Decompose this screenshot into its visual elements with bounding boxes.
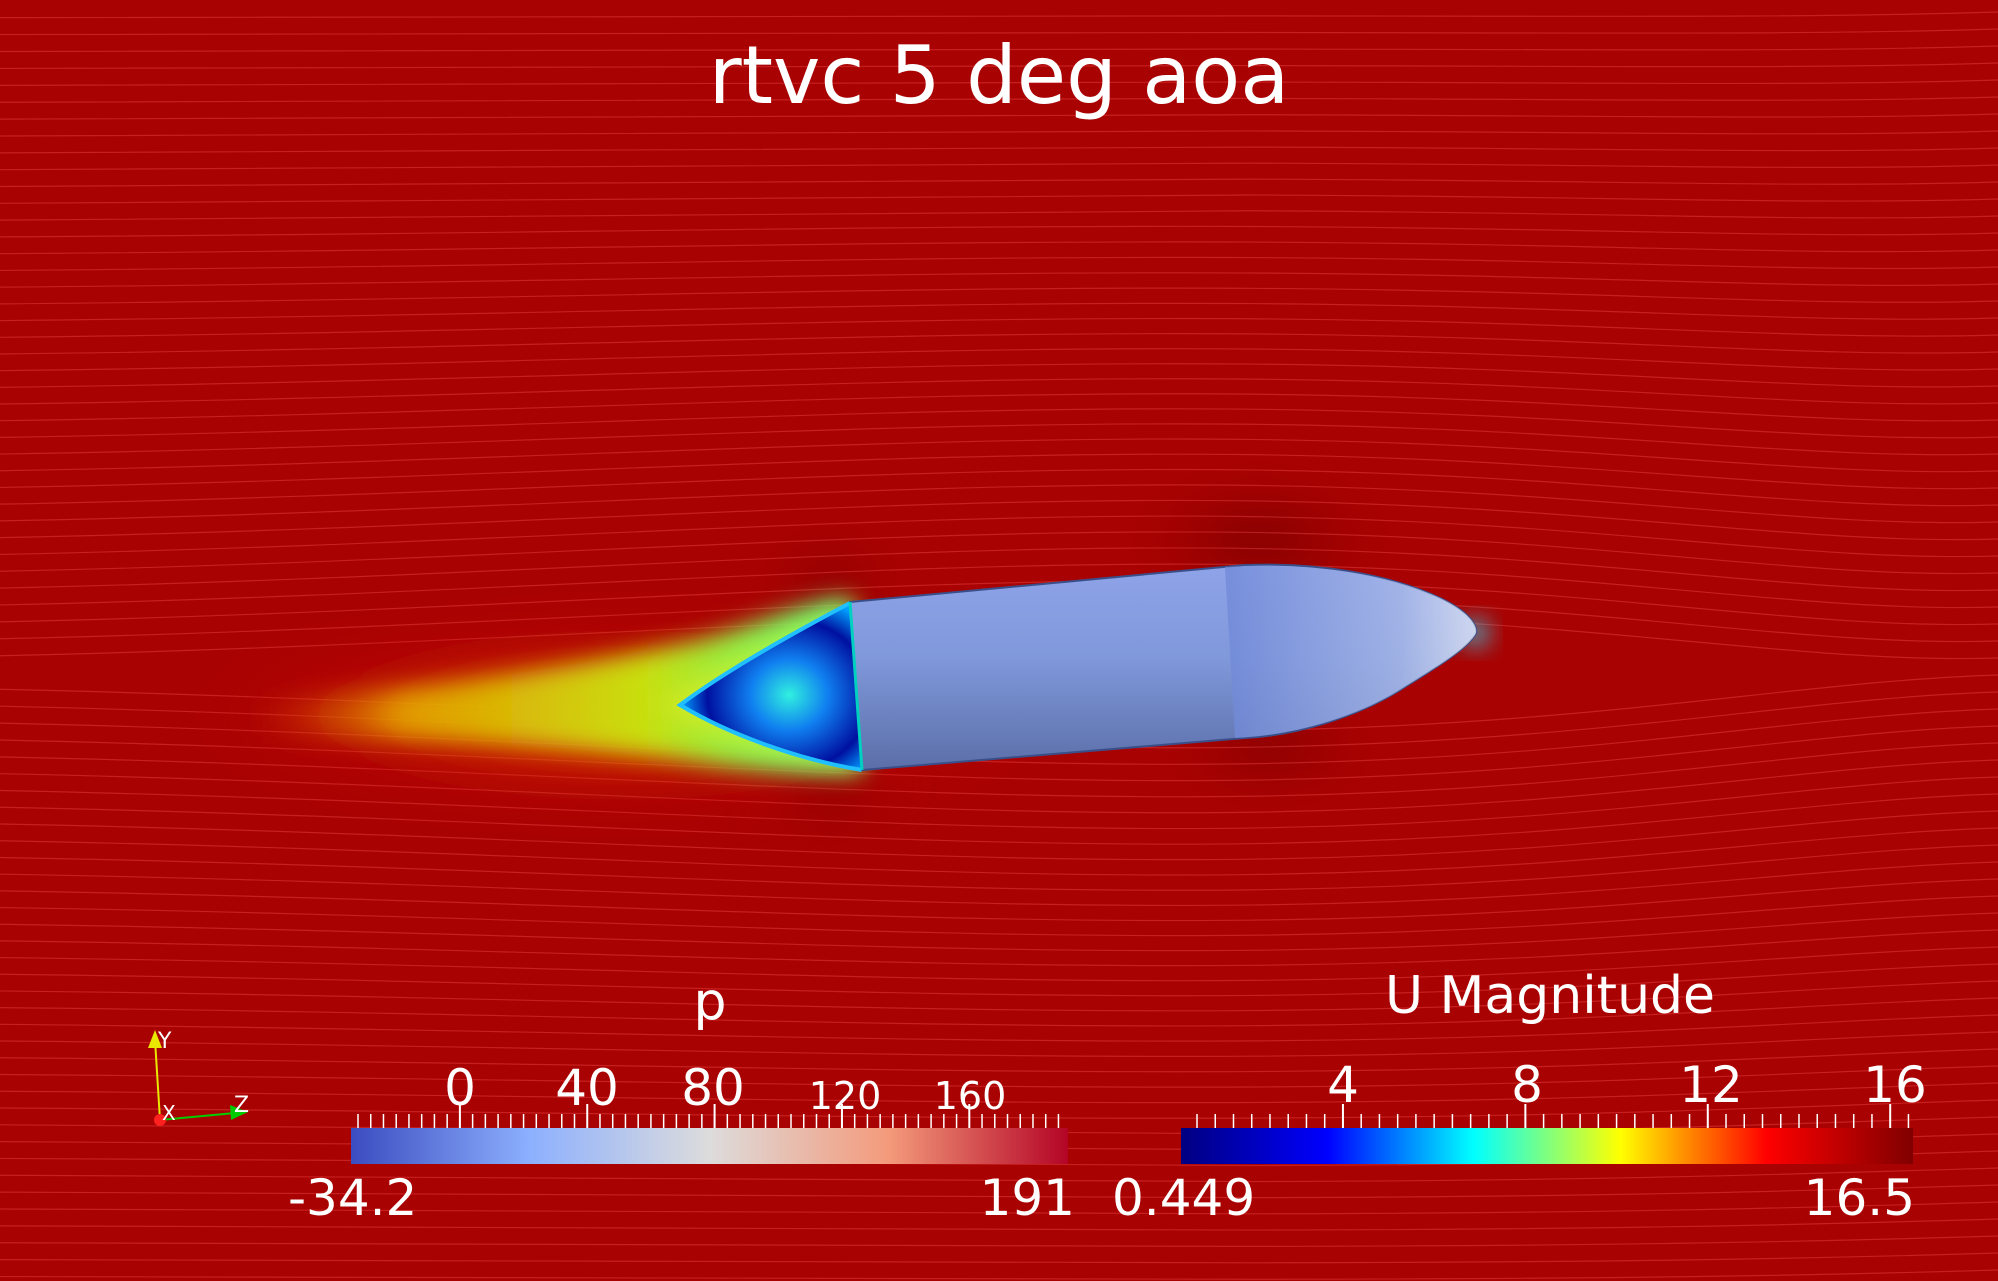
velocity-tick-label-12: 12 bbox=[1679, 1056, 1743, 1114]
streamline bbox=[0, 423, 1998, 456]
vehicle-body bbox=[848, 563, 1478, 772]
streamline bbox=[0, 776, 1998, 830]
streamline bbox=[0, 499, 1998, 541]
streamline bbox=[0, 1269, 1998, 1280]
pressure-tick-label-0: 0 bbox=[444, 1059, 476, 1117]
y-axis-arrow bbox=[148, 1030, 162, 1048]
pressure-colorbar bbox=[351, 1104, 1068, 1164]
pressure-tick-label-40: 40 bbox=[555, 1059, 619, 1117]
streamline bbox=[0, 963, 1998, 997]
streamline bbox=[0, 946, 1998, 982]
x-axis-label: X bbox=[162, 1101, 176, 1125]
streamline bbox=[0, 1235, 1998, 1248]
streamline bbox=[0, 256, 1998, 272]
streamline bbox=[0, 1082, 1998, 1104]
plot-title: rtvc 5 deg aoa bbox=[708, 29, 1290, 122]
z-axis-arrow bbox=[230, 1105, 248, 1120]
velocity-colorbar-title: U Magnitude bbox=[1384, 966, 1716, 1026]
streamline bbox=[0, 468, 1998, 507]
streamline bbox=[0, 563, 1998, 609]
streamline bbox=[0, 28, 1998, 36]
streamline bbox=[0, 45, 1998, 53]
velocity-tick-label-4: 4 bbox=[1327, 1056, 1359, 1114]
streamline bbox=[0, 393, 1998, 422]
streamline bbox=[0, 146, 1998, 154]
streamline bbox=[0, 162, 1998, 171]
velocity-max-label: 16.5 bbox=[1803, 1169, 1915, 1227]
streamline bbox=[0, 912, 1998, 952]
streamline bbox=[0, 333, 1998, 355]
streamline bbox=[0, 547, 1998, 592]
streamline bbox=[0, 793, 1998, 845]
streamline bbox=[0, 1014, 1998, 1042]
streamline bbox=[0, 11, 1998, 19]
recirculation-edge bbox=[676, 601, 863, 772]
streamline bbox=[0, 453, 1998, 490]
streamline bbox=[0, 96, 1998, 103]
z-axis-line bbox=[159, 1112, 236, 1121]
velocity-min-label: 0.449 bbox=[1112, 1169, 1256, 1227]
streamline bbox=[0, 1099, 1998, 1119]
streamline bbox=[0, 317, 1998, 338]
z-axis-label: Z bbox=[234, 1093, 249, 1118]
streamline bbox=[0, 861, 1998, 907]
streamline bbox=[0, 62, 1998, 70]
pressure-minor-ticks bbox=[357, 1114, 1060, 1128]
streamline bbox=[0, 79, 1998, 86]
streamline bbox=[0, 1218, 1998, 1231]
streamline bbox=[0, 113, 1998, 120]
streamline bbox=[0, 130, 1998, 137]
streamline bbox=[0, 1031, 1998, 1057]
streamline bbox=[0, 302, 1998, 322]
streamline bbox=[0, 929, 1998, 967]
streamline bbox=[0, 287, 1998, 305]
streamline bbox=[0, 895, 1998, 937]
orientation-axes: Y X Z bbox=[148, 1029, 249, 1126]
streamline bbox=[0, 1048, 1998, 1073]
streamline bbox=[0, 438, 1998, 473]
y-axis-line bbox=[154, 1039, 161, 1121]
streamline bbox=[0, 1167, 1998, 1183]
streamline bbox=[0, 1184, 1998, 1199]
streamline bbox=[0, 272, 1998, 288]
streamline bbox=[0, 810, 1998, 861]
streamline bbox=[0, 515, 1998, 558]
velocity-major-ticks bbox=[1341, 1104, 1892, 1128]
pressure-colorbar-title: p bbox=[693, 972, 727, 1032]
streamlines bbox=[0, 11, 1998, 1280]
streamline bbox=[0, 408, 1998, 439]
streamline bbox=[0, 844, 1998, 891]
streamline bbox=[0, 827, 1998, 876]
streamline bbox=[0, 484, 1998, 524]
streamline bbox=[0, 1201, 1998, 1215]
streamline bbox=[0, 348, 1998, 372]
velocity-tick-label-16: 16 bbox=[1863, 1056, 1927, 1114]
y-axis-label: Y bbox=[157, 1029, 172, 1054]
pressure-tick-label-120: 120 bbox=[808, 1074, 882, 1118]
velocity-colorbar-gradient bbox=[1181, 1128, 1913, 1164]
streamline bbox=[0, 241, 1998, 255]
streamline bbox=[0, 1252, 1998, 1264]
velocity-colorbar bbox=[1181, 1104, 1913, 1164]
pressure-colorbar-gradient bbox=[351, 1128, 1068, 1164]
pressure-major-ticks bbox=[458, 1104, 971, 1128]
pressure-min-label: -34.2 bbox=[288, 1169, 418, 1227]
streamline bbox=[0, 878, 1998, 922]
streamline bbox=[0, 378, 1998, 405]
streamline bbox=[0, 363, 1998, 388]
pressure-max-label: 191 bbox=[979, 1169, 1075, 1227]
streamline bbox=[0, 997, 1998, 1027]
velocity-minor-ticks bbox=[1196, 1114, 1910, 1128]
streamline bbox=[0, 1065, 1998, 1088]
streamline bbox=[0, 225, 1998, 238]
streamline bbox=[0, 980, 1998, 1012]
pressure-tick-label-160: 160 bbox=[933, 1074, 1007, 1118]
x-axis-marker bbox=[154, 1114, 166, 1126]
pressure-tick-label-80: 80 bbox=[681, 1059, 745, 1117]
streamline bbox=[0, 531, 1998, 575]
velocity-tick-label-8: 8 bbox=[1511, 1056, 1543, 1114]
